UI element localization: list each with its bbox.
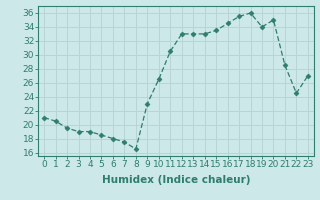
X-axis label: Humidex (Indice chaleur): Humidex (Indice chaleur) bbox=[102, 175, 250, 185]
